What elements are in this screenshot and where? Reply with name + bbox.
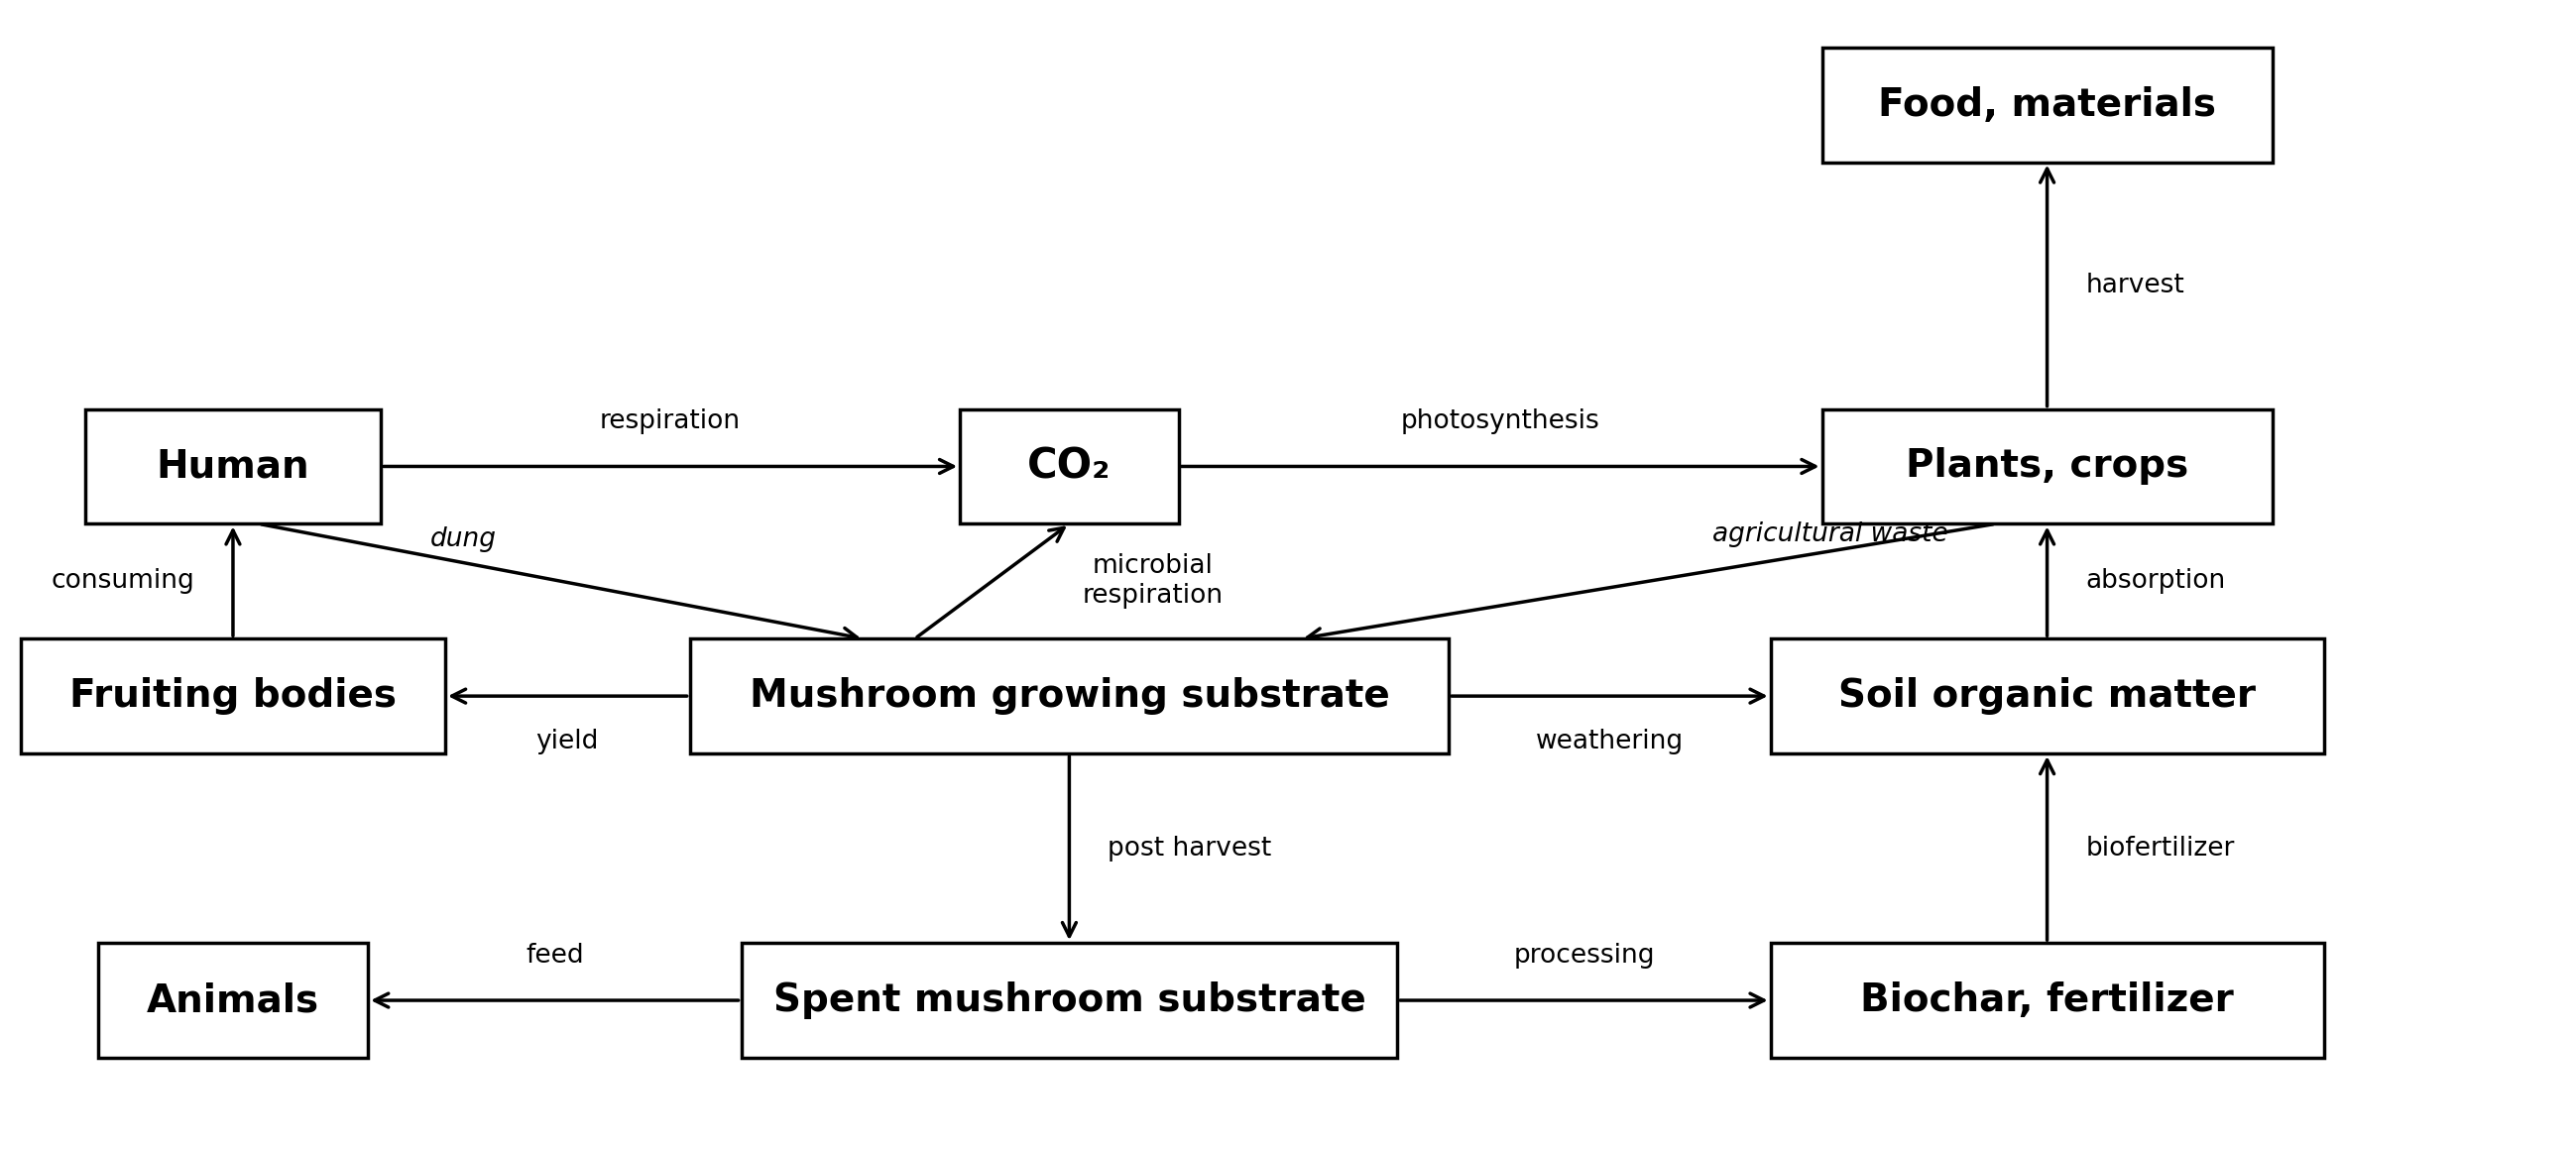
- Text: Fruiting bodies: Fruiting bodies: [70, 677, 397, 715]
- Text: weathering: weathering: [1535, 729, 1685, 754]
- FancyBboxPatch shape: [690, 639, 1448, 754]
- Text: processing: processing: [1512, 943, 1654, 968]
- Text: Human: Human: [157, 448, 309, 486]
- Text: microbial
respiration: microbial respiration: [1082, 554, 1224, 609]
- Text: Plants, crops: Plants, crops: [1906, 448, 2190, 486]
- Text: agricultural waste: agricultural waste: [1713, 521, 1947, 547]
- Text: biofertilizer: biofertilizer: [2087, 836, 2236, 861]
- Text: feed: feed: [526, 943, 585, 968]
- FancyBboxPatch shape: [1821, 409, 2272, 524]
- Text: respiration: respiration: [600, 409, 742, 434]
- Text: yield: yield: [536, 729, 598, 754]
- FancyBboxPatch shape: [1770, 943, 2324, 1058]
- FancyBboxPatch shape: [1821, 47, 2272, 162]
- FancyBboxPatch shape: [742, 943, 1396, 1058]
- FancyBboxPatch shape: [1770, 639, 2324, 754]
- Text: consuming: consuming: [52, 569, 193, 594]
- Text: Mushroom growing substrate: Mushroom growing substrate: [750, 677, 1388, 715]
- Text: Biochar, fertilizer: Biochar, fertilizer: [1860, 982, 2233, 1019]
- FancyBboxPatch shape: [85, 409, 381, 524]
- Text: post harvest: post harvest: [1108, 836, 1273, 861]
- FancyBboxPatch shape: [21, 639, 446, 754]
- Text: photosynthesis: photosynthesis: [1401, 409, 1600, 434]
- Text: dung: dung: [430, 527, 497, 552]
- FancyBboxPatch shape: [961, 409, 1180, 524]
- Text: absorption: absorption: [2087, 569, 2226, 594]
- FancyBboxPatch shape: [98, 943, 368, 1058]
- Text: Soil organic matter: Soil organic matter: [1839, 677, 2257, 715]
- Text: CO₂: CO₂: [1028, 445, 1110, 487]
- Text: Spent mushroom substrate: Spent mushroom substrate: [773, 982, 1365, 1019]
- Text: Food, materials: Food, materials: [1878, 86, 2215, 123]
- Text: Animals: Animals: [147, 982, 319, 1019]
- Text: harvest: harvest: [2087, 273, 2184, 298]
